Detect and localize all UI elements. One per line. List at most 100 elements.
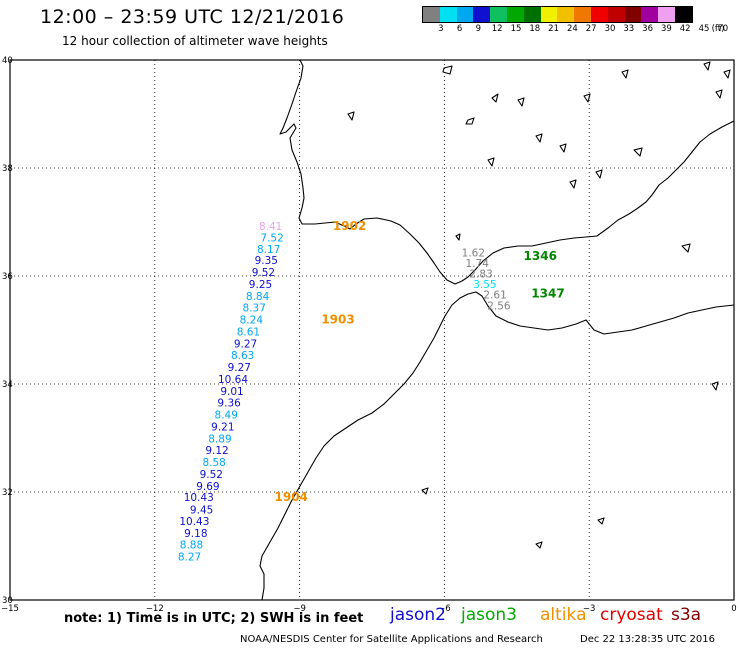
color-scale-label: 3 (438, 24, 444, 34)
color-scale-swatch (658, 7, 675, 22)
coastline-lake (491, 93, 499, 103)
wave-height-value: 9.27 (228, 362, 251, 374)
coastline-north-africa (467, 291, 735, 335)
color-scale-swatch (473, 7, 491, 22)
coastline-island (597, 517, 605, 525)
color-scale-label: 42 (679, 24, 691, 34)
pass-number-label: 1902 (333, 219, 366, 233)
coastline-lake (595, 169, 603, 179)
wave-height-value: 10.43 (179, 516, 209, 528)
color-scale-label: 21 (548, 24, 560, 34)
wave-height-value: 1.62 (462, 248, 485, 260)
satellite-legend-item: cryosat (600, 605, 663, 625)
coastline-lake (347, 111, 355, 121)
lat-tick-label: 36 (2, 272, 13, 282)
pass-number-label: 1346 (524, 249, 557, 263)
color-scale-label: 24 (566, 24, 578, 34)
coastline-lake (715, 89, 723, 99)
lat-tick-label: 30 (2, 596, 13, 606)
page-subtitle: 12 hour collection of altimeter wave hei… (62, 34, 328, 48)
coastline-lake (559, 143, 567, 153)
wave-height-value: 9.52 (252, 267, 275, 279)
wave-height-value: 8.49 (215, 410, 238, 422)
wave-height-value: 3.55 (473, 279, 496, 291)
wave-height-value: 9.25 (249, 279, 272, 291)
wave-height-value: 8.24 (240, 315, 264, 327)
wave-height-value: 9.52 (200, 469, 223, 481)
coastline-island (535, 541, 543, 549)
coastline-lake (535, 133, 543, 143)
pass-number-label: 1904 (275, 490, 308, 504)
color-scale-label: 6 (456, 24, 463, 34)
coastline-lake (703, 61, 711, 71)
wave-height-value: 10.43 (184, 492, 214, 504)
wave-height-value: 9.01 (220, 386, 243, 398)
color-scale-unit: (ft) (711, 24, 725, 34)
wave-height-value: 8.37 (243, 303, 266, 315)
wave-height-value: 9.69 (196, 481, 219, 493)
wave-height-value: 9.18 (184, 528, 207, 540)
wave-height-value: 2.61 (483, 290, 506, 302)
axis-tick-labels: −15 −12 −9 −6 −3 0 40 38 36 34 32 30 (1, 56, 737, 614)
coastline-iberia (279, 59, 735, 285)
color-scale-swatch (423, 7, 440, 22)
observations: 8.417.528.179.359.529.258.848.378.248.61… (178, 221, 511, 563)
wave-height-value: 9.21 (211, 421, 234, 433)
color-scale-swatch (641, 7, 659, 22)
color-scale-swatch (624, 7, 642, 22)
coastline-lake (633, 147, 643, 157)
coastline-lake (455, 233, 461, 241)
lon-tick-label: −3 (583, 604, 596, 614)
graticule (10, 60, 734, 600)
coastline-lake (517, 97, 525, 107)
color-scale-label: 33 (623, 24, 635, 34)
map-frame (9, 59, 735, 601)
wave-height-value: 8.63 (231, 350, 254, 362)
color-scale-swatch (590, 7, 608, 22)
pass-number-label: 1347 (531, 287, 564, 301)
color-scale-label: 45 (698, 24, 710, 34)
satellite-legend-item: s3a (671, 605, 702, 625)
pass-number-label: 1903 (321, 313, 354, 327)
lon-tick-label: −12 (146, 604, 164, 614)
color-scale-swatch (574, 7, 591, 22)
color-scale-label: 18 (529, 24, 541, 34)
coastline-island (421, 487, 429, 495)
wave-height-value: 8.41 (259, 221, 282, 233)
color-scale-label: 36 (642, 24, 654, 34)
page-title: 12:00 – 23:59 UTC 12/21/2016 (40, 6, 345, 28)
coastline-lake (583, 93, 591, 103)
wave-height-value: 8.27 (178, 552, 201, 564)
coastline-island (711, 381, 719, 391)
satellite-legend-item: jason3 (461, 605, 517, 625)
wave-height-value: 2.83 (469, 269, 492, 281)
coastline-island (681, 243, 691, 253)
color-scale-swatch (607, 7, 625, 22)
color-scale-swatch (557, 7, 575, 22)
coastline-morocco-atlantic (259, 293, 469, 601)
color-scale-label: 70 (717, 24, 729, 34)
color-scale-swatch (456, 7, 474, 22)
satellite-legend-item: altika (540, 605, 587, 625)
color-scale-label: 30 (604, 24, 616, 34)
coastline-lake (723, 69, 731, 79)
coastline-lake (487, 157, 495, 167)
color-scale-swatch (540, 7, 558, 22)
pass-labels: 1902 1903 1904 1346 1347 (275, 219, 565, 504)
lon-tick-label: −15 (1, 604, 19, 614)
lon-tick-label: −9 (293, 604, 306, 614)
wave-height-value: 9.45 (190, 505, 213, 517)
wave-height-value: 2.56 (487, 300, 511, 312)
wave-height-value: 9.35 (255, 255, 278, 267)
lon-tick-label: −6 (438, 604, 451, 614)
color-scale-swatch (523, 7, 541, 22)
lat-tick-label: 38 (2, 164, 13, 174)
wave-height-value: 8.88 (180, 540, 203, 552)
footnote: note: 1) Time is in UTC; 2) SWH is in fe… (64, 611, 364, 626)
color-scale-label: 39 (660, 24, 672, 34)
lat-tick-label: 40 (2, 56, 13, 66)
lat-tick-label: 34 (2, 380, 13, 390)
color-scale-label: 9 (475, 24, 482, 34)
wave-height-value: 8.89 (208, 433, 231, 445)
